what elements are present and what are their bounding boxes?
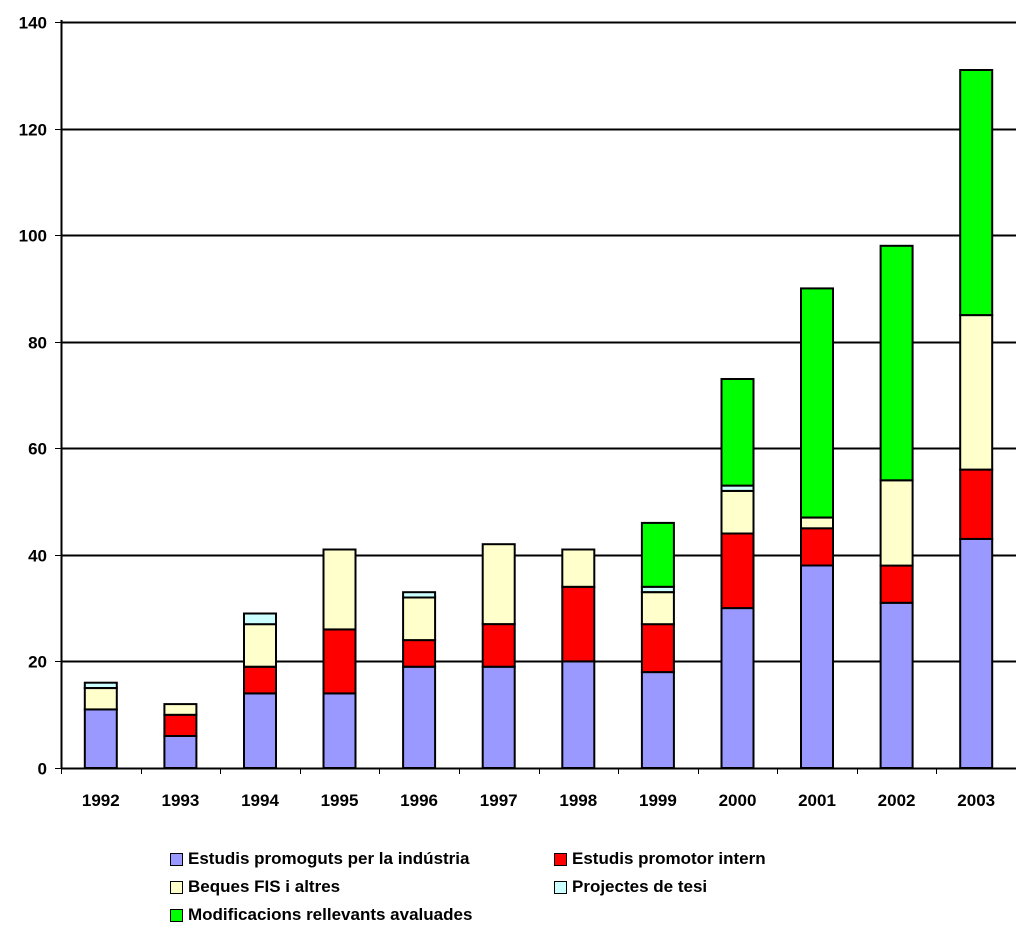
bar-segment (720, 607, 755, 769)
legend-swatch (170, 908, 183, 922)
gridlines (61, 21, 1016, 663)
bar-segment (322, 628, 357, 695)
y-tick-label: 100 (19, 227, 47, 246)
legend-item-beques-fis: Beques FIS i altres (170, 877, 554, 897)
bar-segment (402, 596, 437, 642)
bar-segment (322, 692, 357, 770)
legend-row: Beques FIS i altres Projectes de tesi (170, 873, 830, 901)
bar-segment (640, 671, 675, 769)
x-tick-label: 2002 (878, 791, 916, 810)
bar-segment (402, 639, 437, 668)
bar-segment (481, 665, 516, 769)
y-tick-labels: 0 20 40 60 80 100 120 140 (19, 14, 47, 779)
x-tick-labels: 1992 1993 1994 1995 1996 1997 1998 1999 2000 2001… (82, 791, 995, 810)
legend-item-projectes-tesi: Projectes de tesi (554, 877, 707, 897)
y-tick-label: 120 (19, 121, 47, 140)
bar-segment (720, 378, 755, 487)
x-tick-label: 2000 (719, 791, 757, 810)
x-tick-label: 1996 (400, 791, 438, 810)
x-tick-label: 1994 (241, 791, 279, 810)
legend-item-estudis-promotor-intern: Estudis promotor intern (554, 849, 766, 869)
legend: Estudis promoguts per la indústria Estud… (170, 845, 830, 929)
bar-segment (800, 527, 834, 567)
bar-segment (243, 692, 277, 770)
x-tick-label: 1995 (321, 791, 359, 810)
bar-segment (163, 735, 198, 769)
y-tick-label: 40 (28, 547, 47, 566)
bar-segment (561, 585, 596, 663)
legend-item-estudis-industria: Estudis promoguts per la indústria (170, 849, 554, 869)
x-tick-label: 1992 (82, 791, 120, 810)
bar-segment (83, 687, 118, 711)
y-tick-label: 20 (28, 653, 47, 672)
y-tick-label: 80 (28, 334, 47, 353)
bar-segment (83, 681, 118, 690)
x-tick-label: 1999 (639, 791, 677, 810)
bar-segment (163, 713, 198, 738)
bar-segment (481, 543, 516, 626)
bar-segment (561, 548, 596, 588)
bar-segment (640, 521, 675, 588)
bar-segment (800, 564, 834, 769)
bar-segment (322, 548, 357, 631)
bar-segment (402, 665, 437, 769)
legend-label: Estudis promoguts per la indústria (188, 849, 470, 868)
bar-segment (561, 660, 596, 770)
legend-item-modificacions: Modificacions rellevants avaluades (170, 905, 554, 925)
bars (83, 69, 994, 770)
y-tick-label: 140 (19, 14, 47, 33)
legend-label: Estudis promotor intern (572, 849, 766, 868)
x-tick-label: 2001 (798, 791, 836, 810)
bar-segment (800, 516, 834, 530)
bar-segment (879, 244, 914, 482)
bar-segment (402, 591, 437, 599)
bar-segment (640, 591, 675, 626)
legend-label: Projectes de tesi (572, 877, 708, 896)
y-tick-label: 60 (28, 440, 47, 459)
x-tick-label: 2003 (957, 791, 995, 810)
bar-segment (800, 287, 834, 519)
bar-segment (243, 665, 277, 695)
legend-label: Modificacions rellevants avaluades (188, 905, 473, 924)
bar-segment (640, 623, 675, 674)
x-tick-label: 1997 (480, 791, 518, 810)
legend-label: Beques FIS i altres (188, 877, 341, 896)
x-tick-label: 1998 (559, 791, 597, 810)
bar-segment (879, 601, 914, 769)
bar-segment (959, 537, 994, 770)
bar-segment (959, 314, 994, 471)
legend-swatch (170, 880, 183, 894)
bar-segment (481, 623, 516, 668)
bar-segment (243, 623, 277, 668)
legend-swatch (554, 880, 567, 894)
bar-segment (243, 612, 277, 626)
bar-segment (163, 703, 198, 716)
bar-segment (83, 708, 118, 770)
bar-segment (959, 69, 994, 317)
legend-row: Estudis promoguts per la indústria Estud… (170, 845, 830, 873)
x-tick-label: 1993 (161, 791, 199, 810)
bar-segment (879, 479, 914, 567)
legend-swatch (170, 852, 183, 866)
bar-segment (879, 564, 914, 604)
legend-swatch (554, 852, 567, 866)
y-tick-label: 0 (38, 760, 47, 779)
bar-segment (720, 532, 755, 610)
legend-row: Modificacions rellevants avaluades (170, 901, 830, 929)
bar-segment (720, 489, 755, 535)
axes (55, 20, 1016, 774)
bar-segment (959, 468, 994, 540)
